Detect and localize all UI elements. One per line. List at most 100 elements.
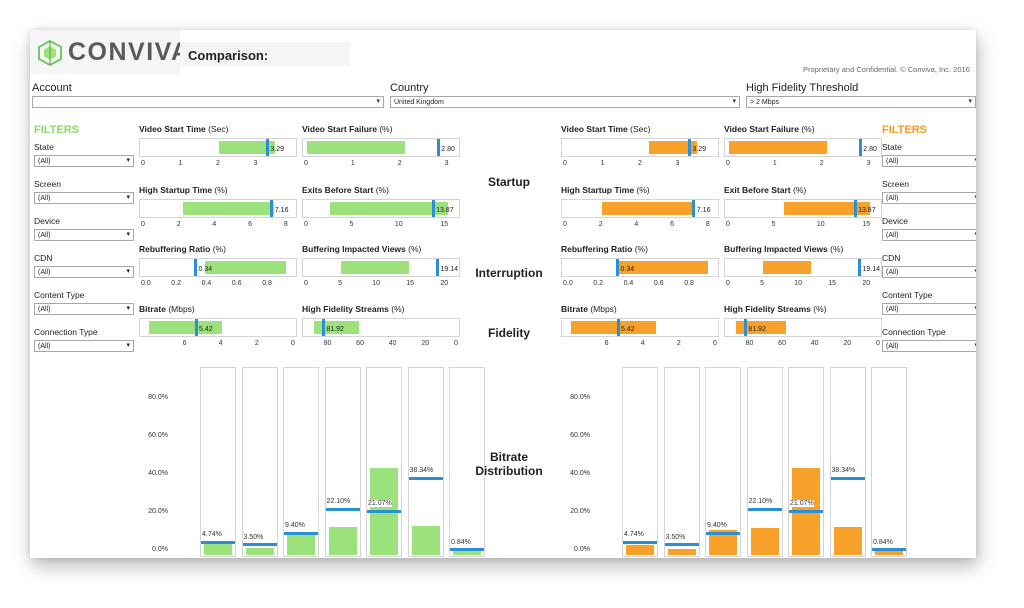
axis-tick-label: 10 (816, 221, 825, 228)
metric-unit: (%) (408, 244, 422, 254)
metric-unit: (%) (801, 124, 815, 134)
filter-select-content-type[interactable]: (All) ▾ (34, 303, 134, 315)
filter-select-content-type[interactable]: (All) ▾ (882, 303, 976, 315)
metric-unit: (%) (214, 185, 228, 195)
filter-select-connection-type[interactable]: (All) ▾ (882, 340, 976, 352)
metric-bar (219, 141, 276, 154)
y-axis-label: 0.0% (152, 546, 168, 554)
filter-select-device[interactable]: (All) ▾ (34, 229, 134, 241)
axis-tick-label: 1 (772, 160, 777, 167)
axis-tick-label: 15 (440, 221, 449, 228)
metric-unit: (%) (830, 244, 844, 254)
distribution-marker (367, 509, 401, 513)
metric-bar (313, 321, 360, 334)
y-axis-label: 20.0% (148, 508, 168, 516)
metric-title: High Fidelity Streams (%) (302, 304, 405, 314)
axis-tick-label: 40 (810, 340, 819, 347)
axis-tick-label: 0 (726, 280, 730, 287)
axis-tick-label: 2 (254, 340, 259, 347)
chevron-down-icon: ▾ (974, 267, 976, 276)
axis-tick-label: 0 (726, 221, 730, 228)
metric-marker (321, 319, 325, 336)
metric-bar (648, 141, 698, 154)
country-label: Country (390, 82, 429, 94)
metric-value: 7.16 (696, 207, 711, 214)
conviva-logo-icon (38, 40, 62, 66)
filter-select-value: (All) (38, 269, 51, 276)
header-strip (180, 42, 350, 66)
metric-title: Video Start Failure (%) (724, 124, 815, 134)
distribution-value-label: 4.74% (202, 531, 222, 539)
axis-tick-label: 5 (338, 280, 342, 287)
distribution-marker (408, 476, 443, 480)
distribution-value-label: 21.07% (790, 500, 814, 508)
metric-marker (194, 259, 197, 276)
distribution-bar (667, 549, 696, 556)
axis-tick-label: 0.0 (141, 280, 151, 287)
metric-title: Buffering Impacted Views (%) (302, 244, 421, 254)
axis-tick-label: 5 (760, 280, 764, 287)
metric-chart: 0.34 (139, 258, 297, 277)
metric-value: 5.42 (621, 326, 635, 333)
filter-label: State (34, 142, 54, 152)
metric-marker (436, 139, 440, 156)
metric-bar (729, 141, 828, 154)
metric-bar (783, 202, 870, 215)
filter-select-device[interactable]: (All) ▾ (882, 229, 976, 241)
metric-title: High Startup Time (%) (139, 185, 228, 195)
axis-tick-label: 20 (843, 340, 852, 347)
filter-select-value: (All) (886, 306, 899, 313)
page-title: Comparison: (188, 48, 269, 63)
fidelity-threshold-dropdown[interactable]: > 2 Mbps ▾ (746, 96, 976, 108)
metric-chart: 7.16 (139, 199, 297, 218)
metric-chart: 19.14 (724, 258, 882, 277)
metric-chart: 13.87 (302, 199, 460, 218)
distribution-column (622, 367, 658, 557)
y-axis-label: 20.0% (570, 508, 590, 516)
filter-select-screen[interactable]: (All) ▾ (34, 192, 134, 204)
chevron-down-icon: ▾ (974, 341, 976, 350)
axis-tick-label: 8 (283, 221, 288, 228)
axis-tick-label: 10 (794, 280, 802, 287)
axis-tick-label: 6 (670, 221, 675, 228)
country-dropdown[interactable]: United Kingdom ▾ (390, 96, 740, 108)
metric-marker (436, 259, 439, 276)
metric-chart: 81.92 (724, 318, 882, 337)
filter-select-state[interactable]: (All) ▾ (34, 155, 134, 167)
filter-select-value: (All) (886, 269, 899, 276)
metric-marker (687, 139, 691, 156)
axis-tick-label: 15 (406, 280, 415, 287)
metric-title-text: Buffering Impacted Views (724, 244, 828, 254)
filter-select-state[interactable]: (All) ▾ (882, 155, 976, 167)
axis-tick-label: 2 (397, 160, 402, 167)
axis-tick-label: 0.4 (201, 280, 212, 287)
chevron-down-icon: ▾ (126, 305, 130, 312)
y-axis-label: 0.0% (574, 546, 590, 554)
account-dropdown[interactable]: ▾ (32, 96, 384, 108)
filter-select-cdn[interactable]: (All) ▾ (34, 266, 134, 278)
metric-chart: 5.42 (561, 318, 719, 337)
chevron-down-icon: ▾ (126, 342, 130, 349)
metric-bar (341, 261, 410, 274)
axis-tick-label: 0.2 (171, 280, 182, 287)
filters-title: FILTERS (882, 124, 928, 136)
axis-tick-label: 80 (323, 340, 332, 347)
right-comparison-panel: Video Start Time (Sec) 3.29 0 1 2 3 Video Star… (552, 124, 907, 558)
distribution-value-label: 3.50% (665, 533, 686, 541)
y-axis-label: 40.0% (148, 470, 168, 478)
metric-title: High Startup Time (%) (561, 185, 650, 195)
axis-tick-label: 0 (141, 160, 145, 167)
filter-label: Screen (882, 179, 909, 189)
axis-tick-label: 0 (304, 280, 308, 287)
filter-select-connection-type[interactable]: (All) ▾ (34, 340, 134, 352)
metric-unit: (%) (212, 244, 226, 254)
filter-select-value: (All) (886, 232, 899, 239)
axis-tick-label: 3 (444, 160, 449, 167)
filter-select-value: (All) (38, 343, 51, 350)
right-filters-panel: FILTERS State (All) ▾ Screen (All) ▾ Device (All… (882, 124, 976, 364)
distribution-value-label: 0.84% (873, 538, 893, 546)
metric-bar (307, 141, 406, 154)
distribution-marker (789, 509, 823, 513)
filter-select-cdn[interactable]: (All) ▾ (882, 266, 976, 278)
filter-select-screen[interactable]: (All) ▾ (882, 192, 976, 204)
